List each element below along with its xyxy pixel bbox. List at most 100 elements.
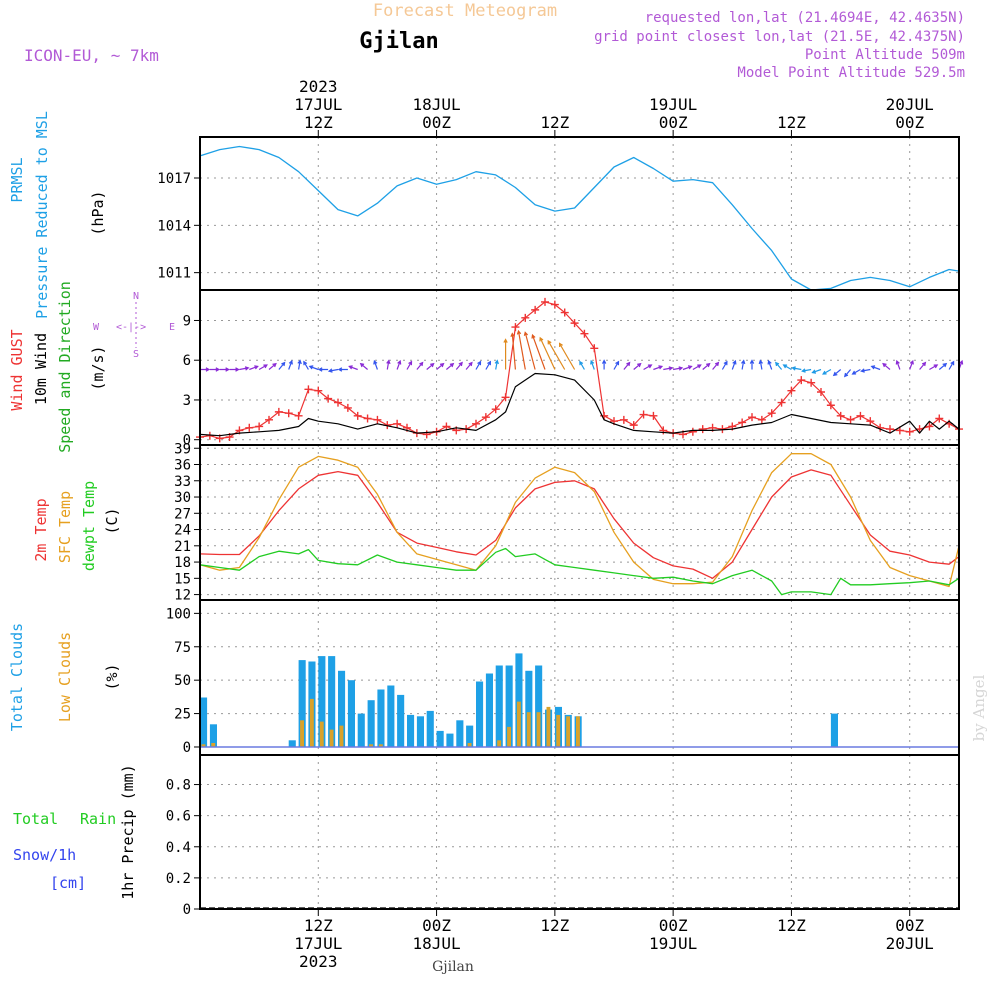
gust-marker: [649, 411, 658, 420]
low-cloud-bar: [201, 744, 206, 747]
compass-e: E: [169, 322, 175, 333]
wind-arrow: [558, 342, 576, 370]
low-cloud-bar: [467, 743, 472, 747]
ytick-label-temperature: 12: [174, 588, 191, 604]
wind-arrow: [475, 360, 482, 370]
clouds-label-total: Total Clouds: [8, 623, 26, 731]
total-cloud-bar: [377, 689, 385, 747]
gust-marker: [501, 393, 510, 402]
wind-arrow: [633, 362, 642, 370]
ytick-label-wind: 0: [183, 433, 191, 449]
gust-marker: [777, 398, 786, 407]
gust-marker: [659, 426, 668, 435]
wind-arrow: [386, 359, 391, 370]
gust-marker: [472, 419, 480, 428]
time-label-bottom: 00Z: [659, 916, 688, 935]
gust-marker: [304, 385, 313, 394]
gust-marker: [521, 313, 530, 322]
gust-marker: [925, 422, 934, 431]
ytick-label-pressure: 1014: [157, 218, 191, 234]
ytick-label-pressure: 1017: [157, 171, 191, 187]
ytick-label-temperature: 33: [174, 474, 191, 490]
compass-s: S: [133, 349, 139, 360]
gust-marker: [481, 413, 490, 422]
ytick-label-clouds: 50: [174, 673, 191, 689]
precip-label-snow: Snow/1h: [13, 846, 76, 864]
compass-cross: <-|->: [116, 322, 146, 333]
gust-marker: [698, 425, 707, 434]
gust-marker: [600, 411, 609, 420]
pressure-unit: (hPa): [89, 190, 107, 235]
pressure-label-2: Pressure Reduced to MSL: [33, 111, 51, 319]
gust-marker: [787, 386, 796, 395]
total-cloud-bar: [505, 665, 513, 747]
ytick-label-pressure: 1011: [157, 266, 191, 282]
gust-marker: [619, 415, 628, 424]
wind-arrow: [436, 362, 445, 370]
model-altitude: Model Point Altitude 529.5m: [737, 65, 965, 81]
wind-arrow: [348, 365, 358, 371]
wind-arrow: [249, 365, 259, 371]
total-cloud-bar: [298, 660, 306, 747]
gust-marker: [560, 308, 569, 317]
gust-marker: [580, 329, 589, 338]
wind-unit: (m/s): [89, 345, 107, 390]
compass-rose: N W <-|-> E S: [93, 291, 175, 360]
wind-arrow: [308, 365, 319, 371]
gust-marker: [590, 344, 599, 353]
grid-layer: [200, 137, 959, 910]
gust-marker: [334, 398, 342, 407]
gust-line: [199, 301, 960, 439]
time-label-top: 00Z: [422, 113, 451, 132]
ytick-label-temperature: 18: [174, 555, 191, 571]
ytick-label-wind: 3: [183, 393, 191, 409]
temp-label-sfc: SFC Temp: [56, 491, 74, 563]
wind-arrow: [948, 360, 955, 370]
total-cloud-bar: [515, 653, 523, 747]
total-cloud-bar: [446, 733, 454, 747]
wind-arrow: [721, 360, 728, 370]
total-cloud-bar: [525, 670, 533, 747]
wind-arrow: [373, 359, 378, 370]
wind-arrow: [811, 368, 822, 374]
wind-arrow: [782, 364, 792, 371]
ytick-label-clouds: 75: [174, 640, 191, 656]
time-label-bottom: 19JUL: [649, 934, 697, 953]
precip-label-total: Total: [13, 810, 58, 828]
temp-unit: (C): [103, 507, 121, 534]
total-cloud-bar: [367, 700, 375, 747]
low-cloud-bar: [507, 726, 511, 747]
wind-arrow: [327, 368, 339, 373]
wind-arrow: [882, 362, 891, 370]
wind-arrow: [909, 359, 914, 370]
gust-marker: [886, 425, 894, 434]
wind-arrow: [416, 361, 424, 370]
low-cloud-bar: [339, 725, 344, 747]
total-cloud-bar: [347, 680, 355, 747]
wind-label-speed-dir: Speed and Direction: [56, 281, 74, 453]
wind-arrow: [643, 364, 653, 371]
panel-frame-pressure: [199, 136, 960, 291]
gust-marker: [363, 414, 372, 423]
wind-arrow: [895, 359, 901, 370]
wind-arrow: [851, 368, 861, 375]
low-cloud-bar: [516, 701, 521, 747]
total-cloud-bar: [436, 730, 444, 747]
low-cloud-bar: [546, 706, 551, 747]
gust-marker: [284, 409, 293, 418]
gust-marker: [422, 430, 431, 439]
ytick-label-clouds: 100: [166, 606, 191, 622]
time-label-bottom: 2023: [299, 952, 338, 971]
gust-marker: [314, 386, 323, 395]
total-cloud-bar: [476, 681, 484, 747]
gust-marker: [905, 427, 914, 436]
wind-arrow: [672, 366, 684, 371]
wind-arrow: [832, 369, 842, 377]
pressure-label-1: PRMSL: [8, 157, 26, 202]
wind-arrow: [278, 361, 286, 370]
total-cloud-bar: [200, 697, 208, 747]
wind-arrow: [359, 362, 368, 370]
wind-arrow: [712, 361, 720, 370]
forecast-title: Forecast Meteogram: [373, 1, 557, 21]
